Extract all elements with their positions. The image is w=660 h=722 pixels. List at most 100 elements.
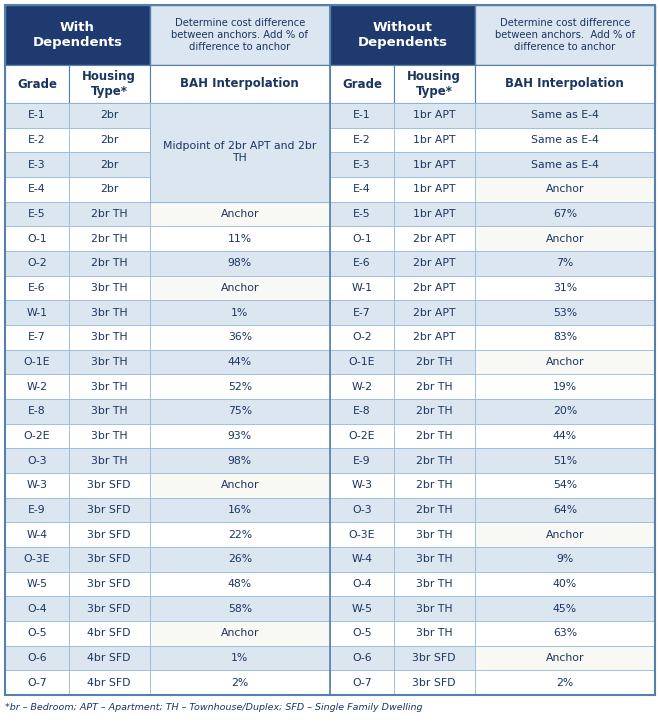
Text: 2br: 2br xyxy=(100,110,118,121)
Bar xyxy=(475,424,655,448)
Text: O-5: O-5 xyxy=(27,628,47,638)
Bar xyxy=(394,497,475,522)
Text: 4br SFD: 4br SFD xyxy=(88,628,131,638)
Bar xyxy=(5,645,69,670)
Text: W-2: W-2 xyxy=(26,382,48,391)
Bar xyxy=(394,325,475,349)
Bar xyxy=(69,128,150,152)
Text: E-2: E-2 xyxy=(28,135,46,145)
Text: Same as E-4: Same as E-4 xyxy=(531,135,599,145)
Text: O-1: O-1 xyxy=(27,234,47,243)
Bar xyxy=(394,128,475,152)
Text: Same as E-4: Same as E-4 xyxy=(531,110,599,121)
Bar xyxy=(69,572,150,596)
Text: 3br SFD: 3br SFD xyxy=(88,579,131,589)
Text: O-2E: O-2E xyxy=(348,431,375,441)
Text: E-5: E-5 xyxy=(353,209,371,219)
Bar xyxy=(394,399,475,424)
Text: 2br TH: 2br TH xyxy=(416,357,453,367)
Text: BAH Interpolation: BAH Interpolation xyxy=(506,77,624,90)
Text: 2br TH: 2br TH xyxy=(416,505,453,515)
Bar xyxy=(394,547,475,572)
Bar xyxy=(150,300,330,325)
Bar xyxy=(330,128,394,152)
Text: 2br APT: 2br APT xyxy=(413,234,455,243)
Text: Anchor: Anchor xyxy=(546,234,584,243)
Bar xyxy=(5,325,69,349)
Bar xyxy=(69,152,150,177)
Text: O-1E: O-1E xyxy=(24,357,50,367)
Bar xyxy=(150,65,330,103)
Text: Housing
Type*: Housing Type* xyxy=(82,70,136,98)
Text: 3br TH: 3br TH xyxy=(91,357,127,367)
Text: E-6: E-6 xyxy=(28,283,46,293)
Bar xyxy=(69,325,150,349)
Bar xyxy=(330,276,394,300)
Bar xyxy=(69,645,150,670)
Text: E-9: E-9 xyxy=(28,505,46,515)
Bar xyxy=(330,226,394,251)
Bar xyxy=(5,621,69,645)
Bar xyxy=(150,276,330,300)
Bar xyxy=(150,448,330,473)
Bar xyxy=(69,473,150,497)
Text: 98%: 98% xyxy=(228,456,252,466)
Bar xyxy=(150,325,330,349)
Text: Anchor: Anchor xyxy=(220,628,259,638)
Bar xyxy=(330,596,394,621)
Bar xyxy=(394,65,475,103)
Text: 3br TH: 3br TH xyxy=(91,406,127,417)
Text: 3br TH: 3br TH xyxy=(91,332,127,342)
Text: 3br SFD: 3br SFD xyxy=(412,653,456,663)
Text: O-2: O-2 xyxy=(27,258,47,269)
Text: 1br APT: 1br APT xyxy=(413,184,455,194)
Bar xyxy=(475,177,655,201)
Text: 1br APT: 1br APT xyxy=(413,110,455,121)
Bar xyxy=(69,448,150,473)
Text: 9%: 9% xyxy=(556,554,574,565)
Text: W-3: W-3 xyxy=(351,480,372,490)
Bar xyxy=(5,128,69,152)
Bar xyxy=(330,547,394,572)
Bar xyxy=(69,424,150,448)
Text: 2br TH: 2br TH xyxy=(416,480,453,490)
Bar xyxy=(394,374,475,399)
Text: 98%: 98% xyxy=(228,258,252,269)
Text: O-2E: O-2E xyxy=(24,431,50,441)
Bar xyxy=(475,547,655,572)
Text: 3br TH: 3br TH xyxy=(91,308,127,318)
Text: W-1: W-1 xyxy=(26,308,48,318)
Text: 83%: 83% xyxy=(553,332,577,342)
Text: Anchor: Anchor xyxy=(220,480,259,490)
Text: O-4: O-4 xyxy=(27,604,47,614)
Bar xyxy=(69,596,150,621)
Text: Same as E-4: Same as E-4 xyxy=(531,160,599,170)
Bar xyxy=(330,65,394,103)
Text: 3br SFD: 3br SFD xyxy=(88,604,131,614)
Bar xyxy=(330,572,394,596)
Bar xyxy=(330,522,394,547)
Text: O-5: O-5 xyxy=(352,628,372,638)
Bar xyxy=(394,300,475,325)
Bar xyxy=(330,349,394,374)
Bar xyxy=(330,300,394,325)
Bar xyxy=(150,201,330,226)
Bar xyxy=(150,5,330,65)
Bar xyxy=(475,448,655,473)
Text: 3br TH: 3br TH xyxy=(91,283,127,293)
Text: 1br APT: 1br APT xyxy=(413,160,455,170)
Bar xyxy=(5,497,69,522)
Bar xyxy=(475,572,655,596)
Text: 40%: 40% xyxy=(552,579,577,589)
Bar xyxy=(69,374,150,399)
Bar xyxy=(330,473,394,497)
Text: BAH Interpolation: BAH Interpolation xyxy=(180,77,299,90)
Bar xyxy=(150,572,330,596)
Text: W-5: W-5 xyxy=(351,604,372,614)
Bar xyxy=(69,497,150,522)
Text: W-3: W-3 xyxy=(26,480,48,490)
Text: E-3: E-3 xyxy=(28,160,46,170)
Bar xyxy=(69,621,150,645)
Bar xyxy=(330,448,394,473)
Text: 3br TH: 3br TH xyxy=(91,456,127,466)
